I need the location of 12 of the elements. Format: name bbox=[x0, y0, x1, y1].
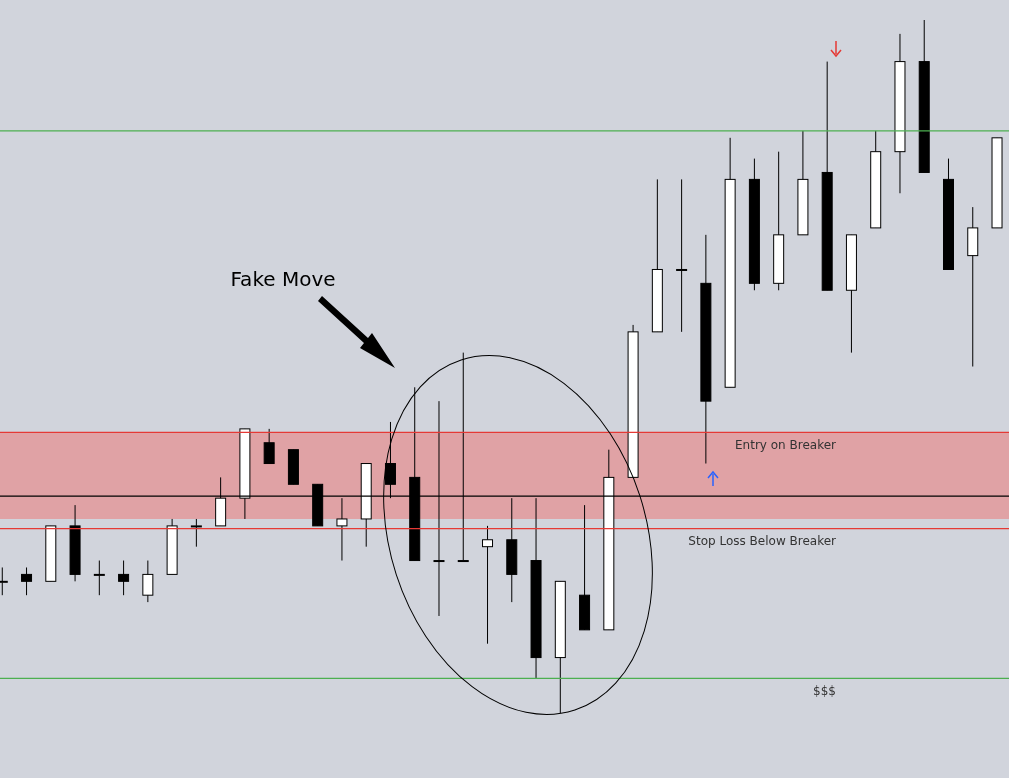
candlestick bbox=[142, 560, 154, 603]
candlestick bbox=[21, 566, 33, 596]
candlestick bbox=[118, 560, 130, 596]
candlestick bbox=[263, 428, 275, 465]
ref-line-label: $$$ bbox=[813, 683, 836, 698]
candlestick bbox=[190, 518, 202, 548]
annotation: Fake Move bbox=[230, 267, 336, 291]
ref-line-label: Entry on Breaker bbox=[735, 437, 837, 452]
candlestick bbox=[93, 560, 105, 596]
candlestick bbox=[482, 525, 494, 645]
ref-line-label: Stop Loss Below Breaker bbox=[688, 534, 837, 549]
candlestick bbox=[676, 178, 688, 333]
